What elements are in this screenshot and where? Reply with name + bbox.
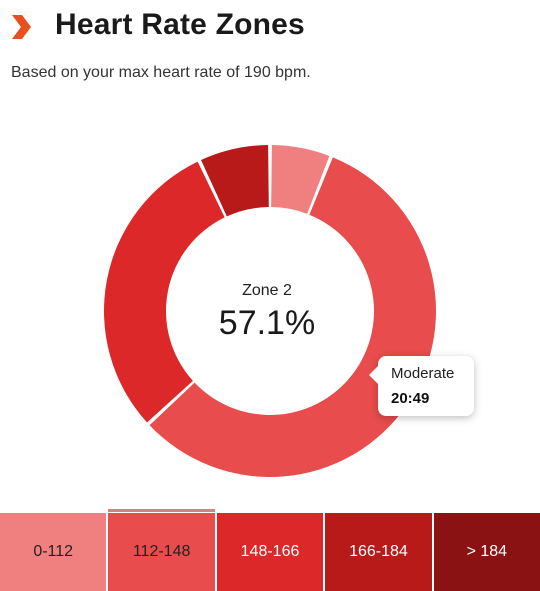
zone-1-segment[interactable]: 0-112 [0,513,109,591]
donut-slice-112-148[interactable] [149,157,436,477]
donut-slice-0-112[interactable] [271,145,330,214]
zone-legend: 0-112 112-148 148-166 166-184 > 184 [0,509,540,591]
zone-2-segment[interactable]: 112-148 [108,509,217,591]
zone-4-segment[interactable]: 166-184 [325,513,434,591]
zone-5-segment[interactable]: > 184 [433,513,540,591]
page-title: Heart Rate Zones [55,8,305,41]
tooltip-value: 20:49 [391,390,430,407]
zone-4-label: 166-184 [349,543,408,560]
zone-2-label: 112-148 [132,543,191,560]
zone-3-segment[interactable]: 148-166 [216,513,326,591]
subtitle: Based on your max heart rate of 190 bpm. [11,64,311,81]
zone-3-label: 148-166 [240,543,300,560]
chevron-right-icon[interactable] [10,14,32,40]
header: Heart Rate Zones [0,0,540,56]
tooltip-label: Moderate [391,365,455,382]
tooltip: Moderate 20:49 [369,356,474,416]
zone-1-label: 0-112 [33,543,74,560]
donut-center: Zone 2 57.1% [162,282,372,343]
zone-5-label: > 184 [466,543,508,560]
zone-label: Zone 2 [242,282,292,299]
donut-slice-148-166[interactable] [104,161,225,423]
donut-slice--184[interactable] [201,145,269,217]
zone-percent: 57.1% [218,304,316,342]
